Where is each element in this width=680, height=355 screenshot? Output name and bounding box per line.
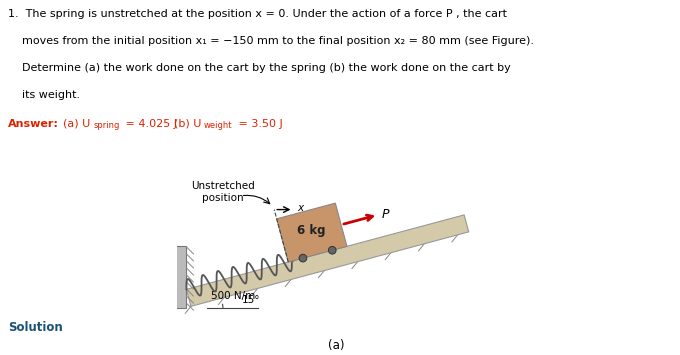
Polygon shape	[186, 215, 469, 306]
Text: (a) U: (a) U	[56, 119, 90, 129]
Text: Answer:: Answer:	[8, 119, 59, 129]
Text: P: P	[382, 208, 390, 221]
Text: x: x	[297, 203, 303, 213]
Text: 6 kg: 6 kg	[297, 224, 326, 237]
Text: = 3.50 J: = 3.50 J	[235, 119, 282, 129]
Polygon shape	[277, 203, 347, 262]
Text: (a): (a)	[328, 339, 345, 352]
Text: its weight.: its weight.	[8, 90, 80, 100]
Text: Determine (a) the work done on the cart by the spring (b) the work done on the c: Determine (a) the work done on the cart …	[8, 63, 511, 73]
Circle shape	[299, 254, 307, 262]
Polygon shape	[172, 246, 186, 308]
Text: (b) U: (b) U	[167, 119, 201, 129]
Text: Solution: Solution	[8, 321, 63, 334]
Text: moves from the initial position x₁ = −150 mm to the final position x₂ = 80 mm (s: moves from the initial position x₁ = −15…	[8, 36, 534, 46]
Text: 15°: 15°	[242, 295, 260, 305]
Text: = 4.025 J: = 4.025 J	[122, 119, 177, 129]
Text: 500 N/m: 500 N/m	[211, 291, 255, 301]
Text: 1.  The spring is unstretched at the position x = 0. Under the action of a force: 1. The spring is unstretched at the posi…	[8, 9, 507, 19]
Circle shape	[328, 246, 336, 254]
Text: Unstretched
position: Unstretched position	[191, 181, 255, 203]
Text: spring: spring	[94, 121, 120, 130]
Text: weight: weight	[204, 121, 233, 130]
